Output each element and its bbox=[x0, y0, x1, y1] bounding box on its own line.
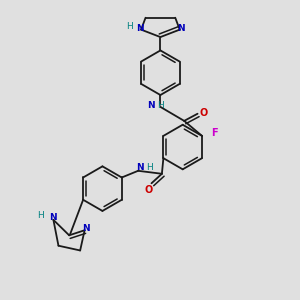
Text: O: O bbox=[200, 108, 208, 118]
Text: F: F bbox=[211, 128, 218, 138]
Text: H: H bbox=[158, 101, 164, 110]
Text: H: H bbox=[126, 22, 133, 31]
Text: N: N bbox=[136, 24, 144, 33]
Text: N: N bbox=[82, 224, 90, 233]
Text: O: O bbox=[145, 185, 153, 195]
Text: H: H bbox=[146, 163, 153, 172]
Text: N: N bbox=[136, 163, 143, 172]
Text: N: N bbox=[177, 24, 185, 33]
Text: H: H bbox=[38, 211, 44, 220]
Text: N: N bbox=[147, 101, 155, 110]
Text: N: N bbox=[49, 213, 56, 222]
